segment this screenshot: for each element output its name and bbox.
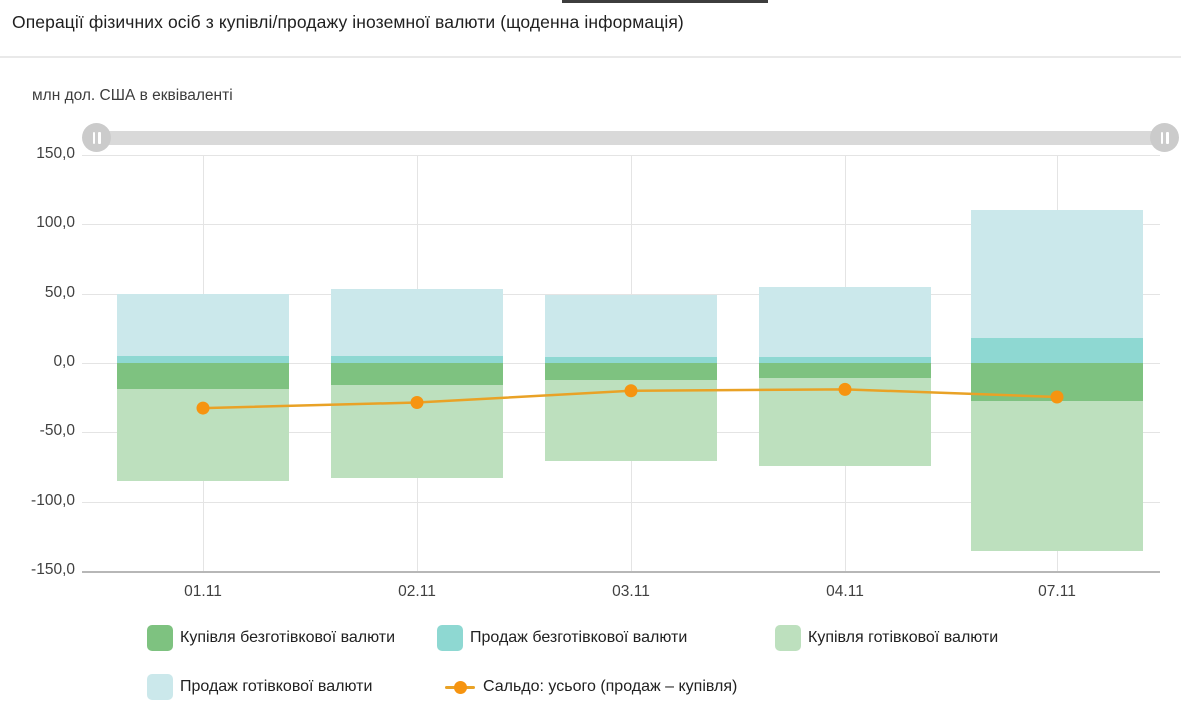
page-title: Операції фізичних осіб з купівлі/продажу… (12, 12, 684, 32)
drag-grip-icon (1160, 131, 1163, 144)
legend-item-saldo: Сальдо: усього (продаж – купівля) (445, 674, 737, 700)
drag-grip-icon (92, 131, 95, 144)
bar-03.11-buy-cashless[interactable] (545, 363, 717, 381)
gridline-y--100 (82, 502, 1160, 503)
range-slider-left-handle[interactable] (82, 123, 111, 152)
x-axis-tick-label: 01.11 (184, 583, 222, 600)
saldo-point-07.11[interactable] (1050, 390, 1064, 404)
saldo-point-03.11[interactable] (624, 384, 638, 398)
x-axis-line (82, 571, 1160, 573)
y-axis-tick-label: -150,0 (31, 561, 75, 578)
legend-swatch-buy-cashless (147, 625, 173, 651)
drag-grip-icon (98, 131, 101, 144)
y-axis-tick-label: -100,0 (31, 492, 75, 509)
saldo-point-04.11[interactable] (838, 382, 852, 396)
y-axis-tick-label: 150,0 (36, 145, 75, 162)
x-axis-tick-label: 07.11 (1038, 583, 1076, 600)
range-slider-right-handle[interactable] (1150, 123, 1179, 152)
legend-saldo-line-icon (445, 674, 475, 700)
bar-07.11-sell-cash[interactable] (971, 209, 1143, 339)
bar-04.11-sell-cash[interactable] (759, 287, 931, 358)
bar-01.11-buy-cashless[interactable] (117, 363, 289, 389)
saldo-point-01.11[interactable] (196, 401, 210, 415)
legend-label: Продаж безготівкової валюти (470, 629, 688, 646)
top-edge-strip (562, 0, 768, 3)
gridline-y-150 (82, 155, 1160, 156)
legend-label: Купівля безготівкової валюти (180, 629, 396, 646)
bar-02.11-sell-cash[interactable] (331, 288, 503, 357)
drag-grip-icon (1166, 131, 1169, 144)
saldo-point-02.11[interactable] (410, 396, 424, 410)
y-axis-tick-label: 100,0 (36, 214, 75, 231)
bar-04.11-sell-cashless[interactable] (759, 357, 931, 363)
bar-04.11-buy-cashless[interactable] (759, 363, 931, 379)
bar-01.11-sell-cash[interactable] (117, 293, 289, 357)
legend-label: Сальдо: усього (продаж – купівля) (483, 678, 738, 695)
legend-item-sell-cash: Продаж готівкової валюти (147, 674, 372, 700)
legend-item-buy-cashless: Купівля безготівкової валюти (147, 625, 395, 651)
y-axis-tick-label: 50,0 (44, 284, 75, 301)
legend-swatch-buy-cash (775, 625, 801, 651)
legend-swatch-sell-cashless (437, 625, 463, 651)
bar-02.11-sell-cashless[interactable] (331, 356, 503, 363)
x-axis-tick-label: 04.11 (826, 583, 864, 600)
bar-07.11-buy-cash[interactable] (971, 401, 1143, 551)
gridline-y-50 (82, 294, 1160, 295)
gridline-y-100 (82, 224, 1160, 225)
y-axis-tick-label: 0,0 (53, 353, 75, 370)
x-axis-tick-label: 03.11 (612, 583, 650, 600)
x-axis-tick-label: 02.11 (398, 583, 436, 600)
units-label: млн дол. США в еквіваленті (32, 87, 233, 104)
y-axis-tick-label: -50,0 (39, 422, 75, 439)
legend-item-buy-cash: Купівля готівкової валюти (775, 625, 998, 651)
bar-02.11-buy-cashless[interactable] (331, 363, 503, 386)
bar-01.11-sell-cashless[interactable] (117, 356, 289, 363)
title-divider (0, 56, 1181, 58)
bar-03.11-sell-cash[interactable] (545, 295, 717, 357)
bar-03.11-sell-cashless[interactable] (545, 356, 717, 363)
legend-label: Купівля готівкової валюти (808, 629, 999, 646)
legend-item-sell-cashless: Продаж безготівкової валюти (437, 625, 687, 651)
bar-07.11-sell-cashless[interactable] (971, 338, 1143, 363)
legend-label: Продаж готівкової валюти (180, 678, 373, 695)
legend-swatch-sell-cash (147, 674, 173, 700)
range-slider-track[interactable] (85, 131, 1177, 145)
